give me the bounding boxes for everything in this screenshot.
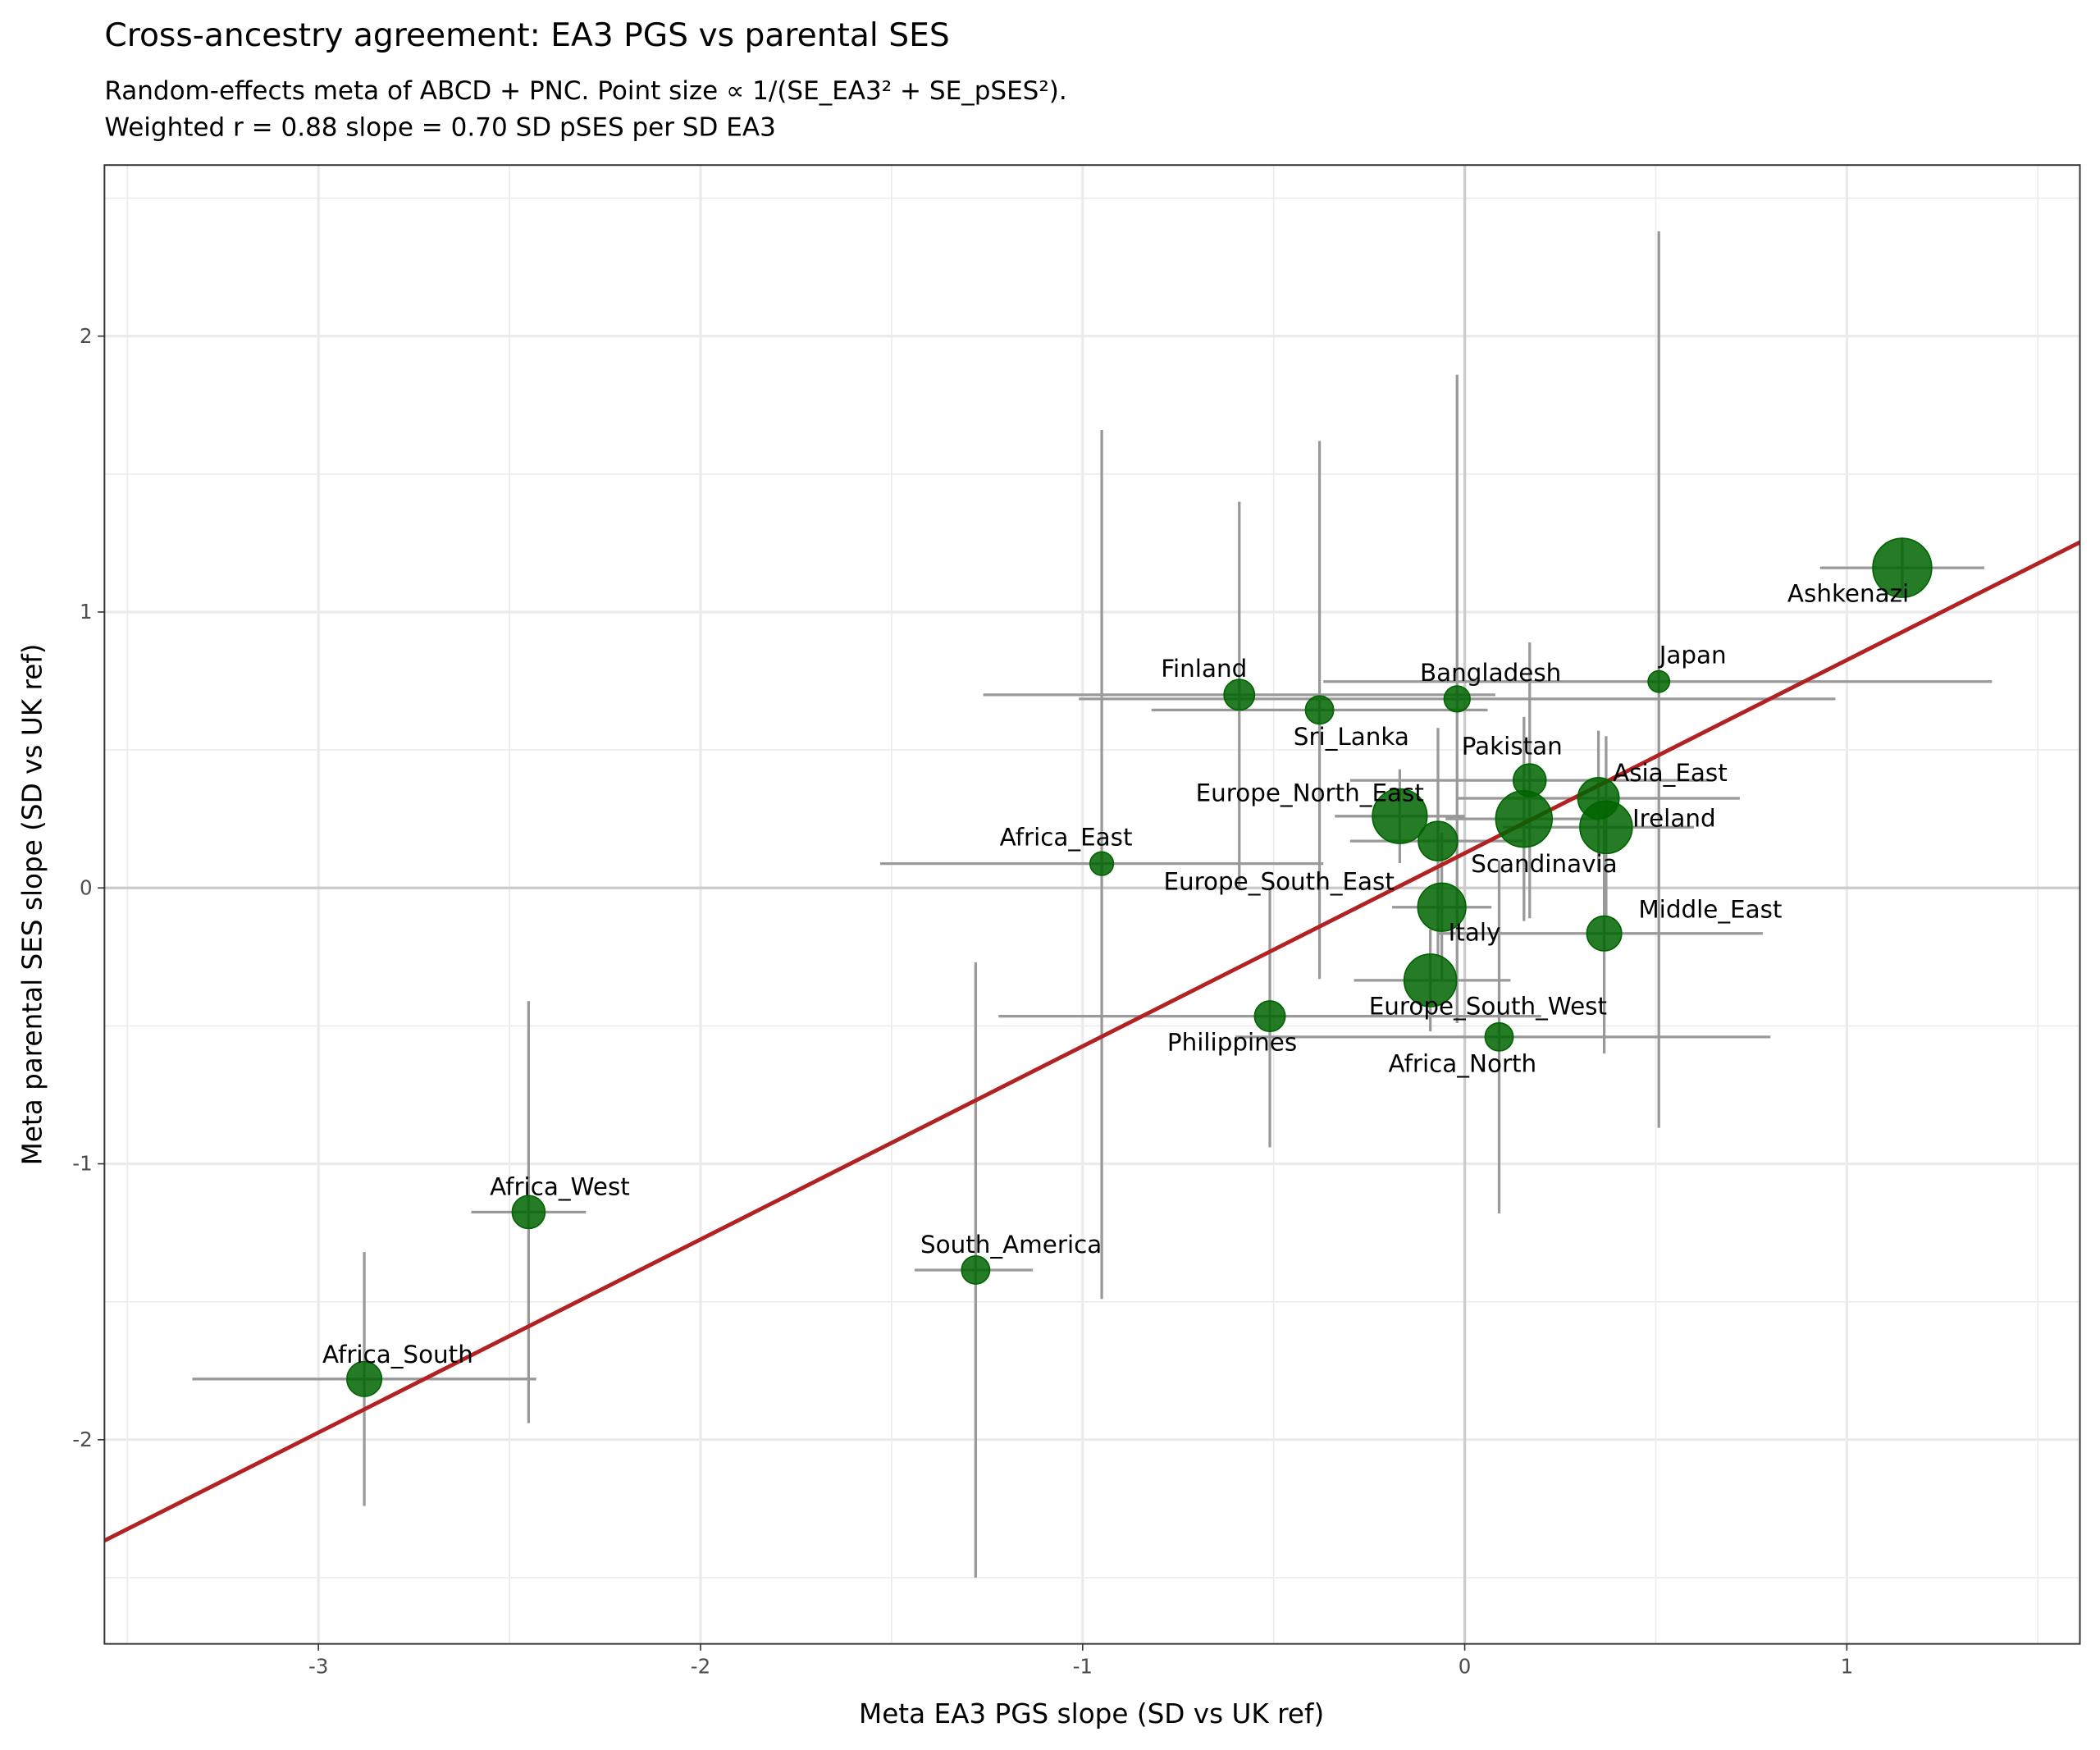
data-point <box>961 1255 991 1285</box>
point-label: Europe_North_East <box>1196 779 1424 807</box>
point-label: Ashkenazi <box>1787 579 1909 607</box>
point-label: Scandinavia <box>1471 850 1617 878</box>
grid-lines <box>104 165 2080 1644</box>
point-label: Finland <box>1161 655 1247 683</box>
y-tick-label: 1 <box>80 600 93 624</box>
point-label: Japan <box>1658 642 1727 669</box>
point-label: Italy <box>1449 919 1501 947</box>
data-point <box>1579 800 1633 855</box>
panel-border <box>103 164 2081 1645</box>
data-point <box>1372 788 1428 844</box>
y-axis-title: Meta parental SES slope (SD vs UK ref) <box>17 643 48 1165</box>
x-tick-label: -2 <box>691 1655 710 1679</box>
x-tick-label: -3 <box>308 1655 328 1679</box>
data-point <box>346 1360 383 1397</box>
point-label: Pakistan <box>1462 733 1563 761</box>
data-point <box>1418 820 1459 861</box>
point-label: Middle_East <box>1638 896 1782 924</box>
data-point <box>1253 1000 1286 1033</box>
point-label: Europe_South_West <box>1369 992 1607 1020</box>
chart-subtitle-2: Weighted r = 0.88 slope = 0.70 SD pSES p… <box>104 112 776 142</box>
data-point <box>1647 669 1671 693</box>
point-label: Africa_North <box>1389 1049 1537 1077</box>
data-point <box>1443 685 1471 713</box>
data-point <box>1484 1021 1514 1052</box>
data-point <box>1089 851 1115 876</box>
panel-background <box>104 165 2080 1644</box>
data-point <box>1223 679 1256 711</box>
y-tick-label: -1 <box>72 1152 92 1176</box>
point-label: Sri_Lanka <box>1294 723 1409 751</box>
data-marks: Ashkenazi Japan Bangladesh Finland Sri_Lanka… <box>103 231 2081 1578</box>
point-label: Bangladesh <box>1420 659 1561 687</box>
point-label: Europe_South_East <box>1163 867 1394 895</box>
point-label: Africa_West <box>490 1173 630 1201</box>
x-tick-label: -1 <box>1073 1655 1093 1679</box>
chart-title: Cross-ancestry agreement: EA3 PGS vs par… <box>104 17 949 54</box>
data-point <box>511 1195 546 1230</box>
data-point <box>1872 537 1933 598</box>
y-tick-label: -2 <box>72 1428 92 1451</box>
axis-ticks: -3 -2 -1 0 1 -2 -1 0 1 2 <box>72 324 1853 1679</box>
chart-subtitle-1: Random-effects meta of ABCD + PNC. Point… <box>104 76 1066 106</box>
data-point <box>1495 789 1554 848</box>
data-point <box>1417 882 1467 932</box>
y-tick-label: 0 <box>80 875 93 899</box>
x-tick-label: 1 <box>1841 1655 1854 1679</box>
regression-line <box>103 540 2081 1543</box>
x-tick-label: 0 <box>1459 1655 1472 1679</box>
point-label: Asia_East <box>1613 759 1728 787</box>
point-label: South_America <box>920 1231 1102 1259</box>
point-label: Ireland <box>1632 805 1716 833</box>
point-label: Philippines <box>1167 1028 1297 1056</box>
x-axis-title: Meta EA3 PGS slope (SD vs UK ref) <box>859 1698 1324 1729</box>
y-tick-label: 2 <box>80 324 93 348</box>
data-point <box>1586 915 1623 952</box>
point-label: Africa_South <box>322 1341 473 1368</box>
point-label: Africa_East <box>1000 824 1133 852</box>
data-point <box>1403 953 1458 1008</box>
data-point <box>1304 695 1335 725</box>
